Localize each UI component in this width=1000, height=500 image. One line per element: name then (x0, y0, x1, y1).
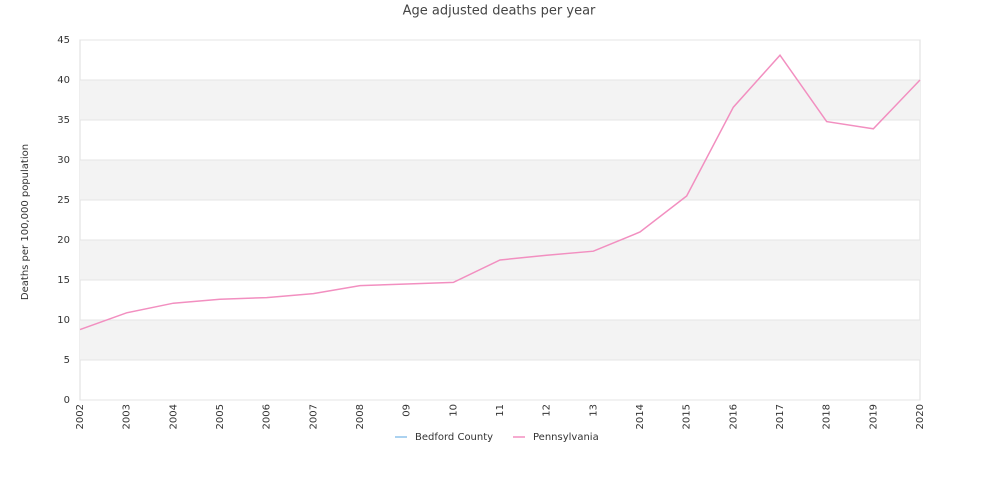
x-tick-label: 2015 (682, 404, 693, 429)
y-tick-label: 5 (64, 355, 70, 366)
x-tick-label: 2008 (355, 404, 366, 429)
x-tick-label: 2007 (308, 404, 319, 429)
legend-label: Bedford County (415, 432, 493, 443)
x-tick-label: 13 (588, 404, 599, 417)
x-tick-label: 2004 (168, 404, 179, 429)
y-tick-label: 20 (57, 235, 70, 246)
x-tick-label: 12 (542, 404, 553, 417)
y-tick-label: 30 (57, 155, 70, 166)
y-tick-label: 15 (57, 275, 70, 286)
x-tick-label: 2003 (122, 404, 133, 429)
grid-band (80, 80, 920, 120)
x-tick-label: 11 (495, 404, 506, 417)
x-tick-label: 2017 (775, 404, 786, 429)
legend-label: Pennsylvania (533, 432, 599, 443)
x-tick-label: 09 (402, 404, 413, 417)
grid-band (80, 320, 920, 360)
y-tick-label: 45 (57, 35, 70, 46)
chart-title: Age adjusted deaths per year (403, 4, 596, 19)
x-tick-label: 2014 (635, 404, 646, 429)
x-tick-label: 2018 (822, 404, 833, 429)
y-tick-label: 40 (57, 75, 70, 86)
x-tick-label: 2020 (915, 404, 926, 429)
y-tick-label: 0 (64, 395, 70, 406)
x-tick-label: 2016 (728, 404, 739, 429)
x-tick-label: 10 (448, 404, 459, 417)
x-tick-label: 2006 (262, 404, 273, 429)
y-tick-label: 10 (57, 315, 70, 326)
line (79, 53, 921, 331)
y-axis-label: Deaths per 100,000 population (20, 144, 31, 300)
grid-band (80, 160, 920, 200)
y-tick-label: 25 (57, 195, 70, 206)
y-tick-label: 35 (57, 115, 70, 126)
x-tick-label: 2019 (868, 404, 879, 429)
x-tick-label: 2005 (215, 404, 226, 429)
x-tick-label: 2002 (75, 404, 86, 429)
